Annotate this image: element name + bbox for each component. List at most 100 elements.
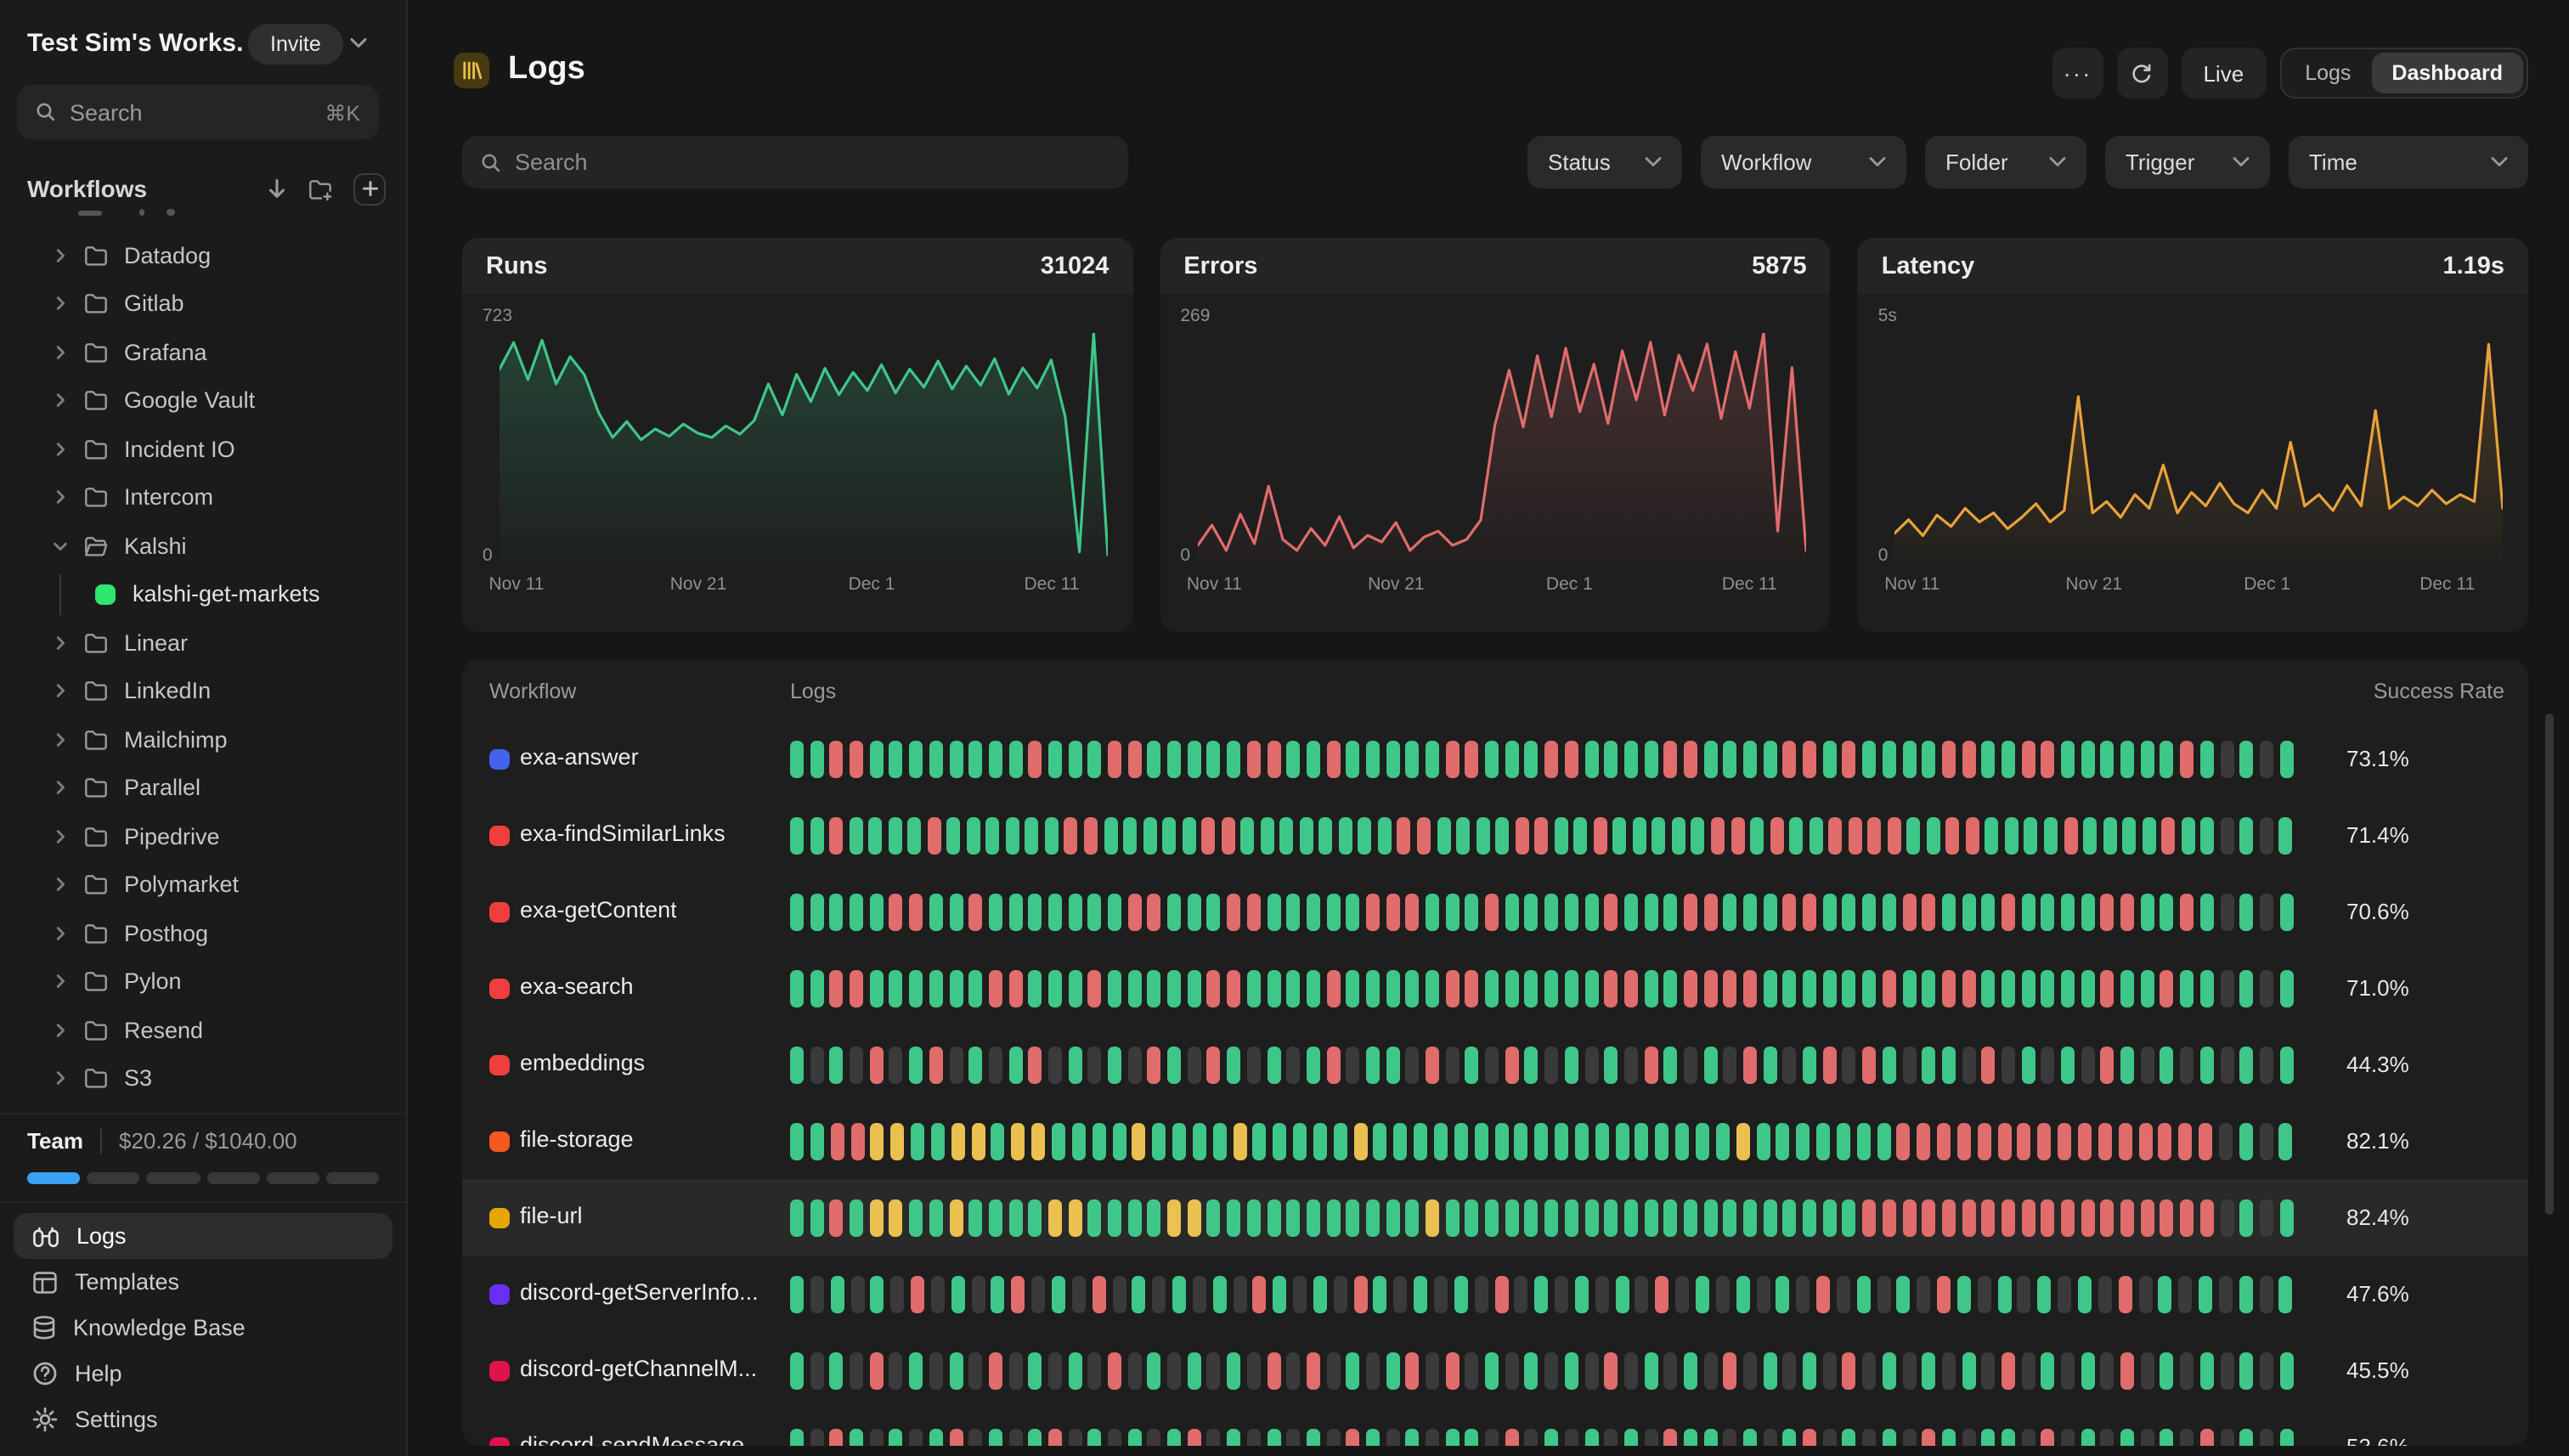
- log-status-bar[interactable]: [2081, 893, 2095, 930]
- log-status-bar[interactable]: [1683, 1199, 1697, 1236]
- log-status-bar[interactable]: [1087, 969, 1102, 1007]
- log-status-bar[interactable]: [2078, 1122, 2092, 1160]
- log-status-bar[interactable]: [869, 893, 884, 930]
- log-status-bar[interactable]: [1862, 1046, 1877, 1083]
- sidebar-item-settings[interactable]: Settings: [14, 1397, 392, 1442]
- log-status-bar[interactable]: [2120, 1428, 2135, 1446]
- log-status-bar[interactable]: [2160, 1428, 2174, 1446]
- log-status-bar[interactable]: [2100, 1046, 2114, 1083]
- log-status-bar[interactable]: [1267, 1199, 1280, 1236]
- log-status-bar[interactable]: [2024, 816, 2038, 854]
- log-status-bar[interactable]: [2120, 1352, 2135, 1389]
- log-status-bar[interactable]: [889, 969, 903, 1007]
- log-status-bar[interactable]: [1465, 1352, 1479, 1389]
- log-status-bar[interactable]: [1822, 1352, 1837, 1389]
- log-status-bar[interactable]: [1365, 893, 1380, 930]
- log-status-bar[interactable]: [1941, 1428, 1956, 1446]
- log-status-bar[interactable]: [1822, 1428, 1837, 1446]
- log-status-bar[interactable]: [1192, 1122, 1206, 1160]
- log-status-bar[interactable]: [909, 740, 923, 777]
- log-status-bar[interactable]: [1763, 1428, 1777, 1446]
- table-row-exa-findsimilarlinks[interactable]: exa-findSimilarLinks 71.4%: [462, 797, 2528, 873]
- log-status-bar[interactable]: [2100, 893, 2114, 930]
- log-status-bar[interactable]: [1723, 740, 1737, 777]
- log-status-bar[interactable]: [1524, 1046, 1539, 1083]
- log-status-bar[interactable]: [1147, 1352, 1161, 1389]
- log-status-bar[interactable]: [1867, 816, 1882, 854]
- log-status-bar[interactable]: [1206, 1428, 1221, 1446]
- log-status-bar[interactable]: [2017, 1122, 2031, 1160]
- log-status-bar[interactable]: [991, 1122, 1005, 1160]
- log-status-bar[interactable]: [1922, 740, 1936, 777]
- log-status-bar[interactable]: [1068, 893, 1082, 930]
- log-status-bar[interactable]: [2021, 1428, 2035, 1446]
- log-status-bar[interactable]: [2081, 1428, 2095, 1446]
- log-status-bar[interactable]: [1426, 969, 1439, 1007]
- log-status-bar[interactable]: [810, 893, 824, 930]
- log-status-bar[interactable]: [1047, 1352, 1062, 1389]
- log-status-bar[interactable]: [1227, 893, 1241, 930]
- log-status-bar[interactable]: [1671, 816, 1685, 854]
- log-status-bar[interactable]: [1584, 1046, 1598, 1083]
- log-status-bar[interactable]: [2122, 816, 2137, 854]
- log-status-bar[interactable]: [1465, 893, 1479, 930]
- log-status-bar[interactable]: [2220, 740, 2233, 777]
- log-status-bar[interactable]: [2259, 1428, 2273, 1446]
- log-status-bar[interactable]: [1902, 1046, 1916, 1083]
- log-status-bar[interactable]: [1365, 969, 1380, 1007]
- log-status-bar[interactable]: [968, 1046, 983, 1083]
- log-status-bar[interactable]: [1326, 1352, 1341, 1389]
- log-status-bar[interactable]: [1445, 1352, 1460, 1389]
- log-status-bar[interactable]: [1763, 969, 1777, 1007]
- toggle-logs[interactable]: Logs: [2305, 61, 2352, 85]
- log-status-bar[interactable]: [1147, 1046, 1161, 1083]
- log-status-bar[interactable]: [1736, 1122, 1750, 1160]
- log-status-bar[interactable]: [1127, 969, 1142, 1007]
- log-status-bar[interactable]: [2180, 1199, 2194, 1236]
- log-status-bar[interactable]: [2158, 1122, 2172, 1160]
- log-status-bar[interactable]: [1293, 1275, 1307, 1312]
- log-status-bar[interactable]: [1763, 1199, 1777, 1236]
- log-status-bar[interactable]: [1756, 1122, 1770, 1160]
- log-status-bar[interactable]: [1564, 1352, 1578, 1389]
- log-status-bar[interactable]: [2021, 1046, 2035, 1083]
- log-status-bar[interactable]: [1842, 1352, 1856, 1389]
- log-status-bar[interactable]: [1127, 740, 1142, 777]
- log-status-bar[interactable]: [1604, 1199, 1618, 1236]
- log-status-bar[interactable]: [1623, 1199, 1638, 1236]
- log-status-bar[interactable]: [1862, 1428, 1877, 1446]
- log-status-bar[interactable]: [968, 1428, 983, 1446]
- log-status-bar[interactable]: [2098, 1275, 2112, 1312]
- log-status-bar[interactable]: [1286, 1352, 1301, 1389]
- log-status-bar[interactable]: [1564, 1199, 1578, 1236]
- log-status-bar[interactable]: [1333, 1122, 1347, 1160]
- log-status-bar[interactable]: [1104, 816, 1117, 854]
- log-status-bar[interactable]: [1782, 1199, 1797, 1236]
- log-status-bar[interactable]: [1068, 740, 1082, 777]
- log-status-bar[interactable]: [2279, 1199, 2294, 1236]
- log-status-bar[interactable]: [830, 1122, 844, 1160]
- log-status-bar[interactable]: [1623, 969, 1638, 1007]
- log-status-bar[interactable]: [870, 1275, 884, 1312]
- log-status-bar[interactable]: [2160, 1352, 2174, 1389]
- log-status-bar[interactable]: [1206, 969, 1221, 1007]
- log-status-bar[interactable]: [1782, 969, 1797, 1007]
- log-status-bar[interactable]: [2220, 1428, 2233, 1446]
- log-status-bar[interactable]: [1584, 1199, 1598, 1236]
- log-status-bar[interactable]: [2001, 969, 2015, 1007]
- filter-dropdown-trigger[interactable]: Trigger: [2105, 136, 2270, 189]
- log-status-bar[interactable]: [1187, 1428, 1201, 1446]
- log-status-bar[interactable]: [2220, 1046, 2233, 1083]
- log-status-bar[interactable]: [2160, 893, 2174, 930]
- log-status-bar[interactable]: [1782, 893, 1797, 930]
- log-status-bar[interactable]: [1644, 893, 1658, 930]
- log-status-bar[interactable]: [1887, 816, 1901, 854]
- log-status-bar[interactable]: [889, 740, 903, 777]
- log-status-bar[interactable]: [1922, 1428, 1936, 1446]
- log-status-bar[interactable]: [1842, 1199, 1856, 1236]
- log-status-bar[interactable]: [1544, 893, 1559, 930]
- log-status-bar[interactable]: [810, 1122, 824, 1160]
- log-status-bar[interactable]: [1386, 1428, 1400, 1446]
- log-status-bar[interactable]: [2083, 816, 2098, 854]
- sidebar-item-knowledge-base[interactable]: Knowledge Base: [14, 1305, 392, 1351]
